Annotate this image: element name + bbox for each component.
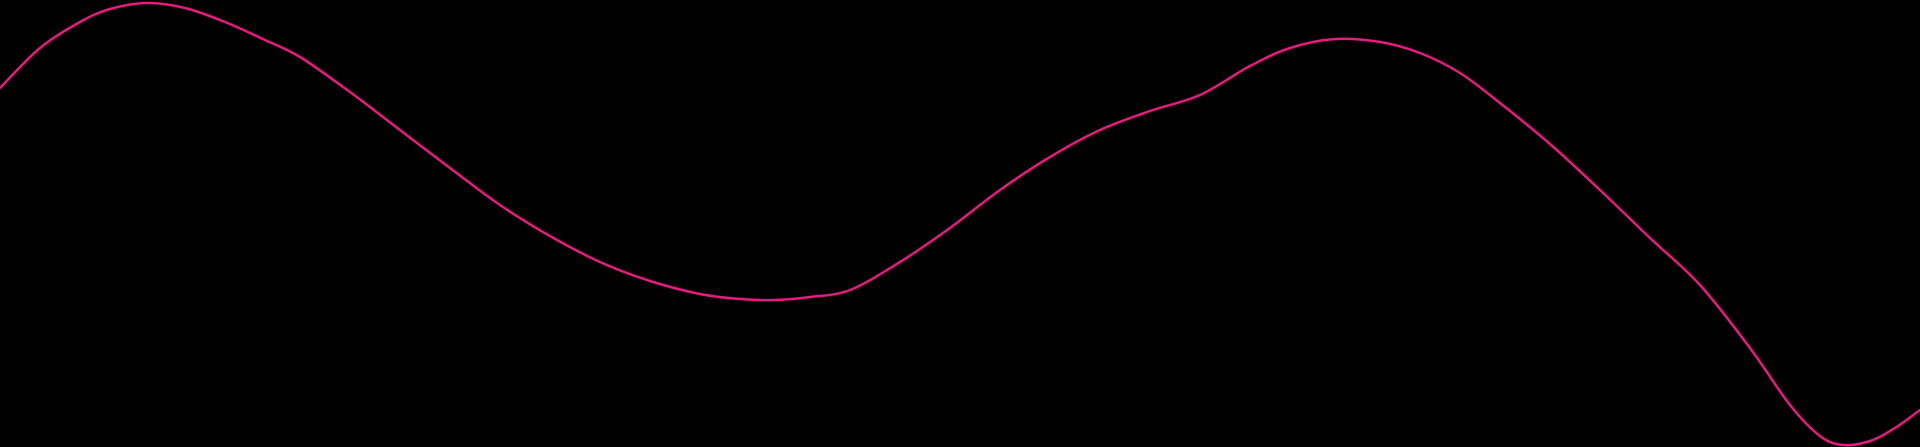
- wave-graphic-canvas: [0, 0, 1920, 447]
- sine-wave-line: [0, 1, 1920, 447]
- wave-chart-svg: [0, 0, 1920, 447]
- chart-background: [0, 0, 1920, 447]
